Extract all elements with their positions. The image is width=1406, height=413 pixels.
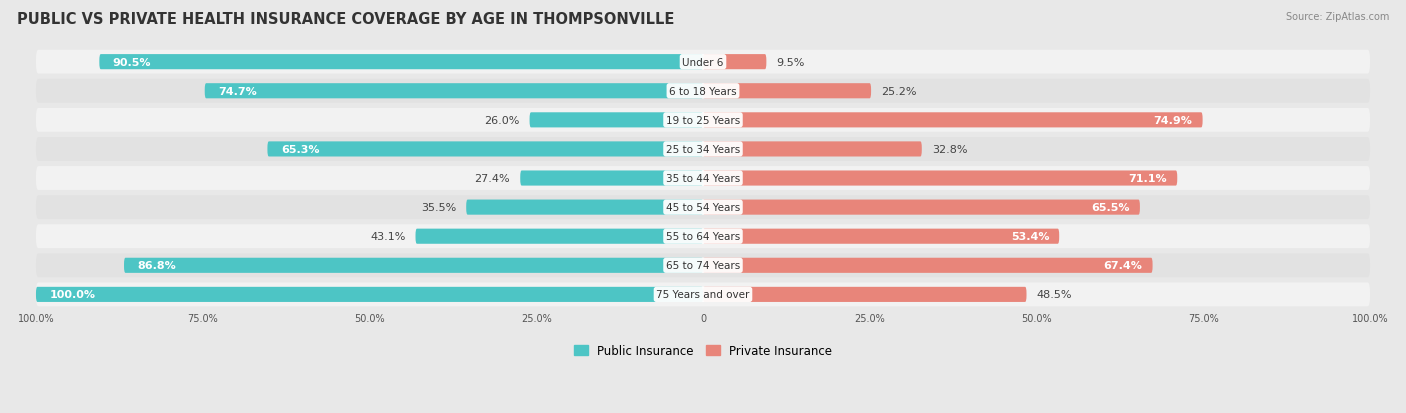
FancyBboxPatch shape — [100, 55, 703, 70]
Text: 67.4%: 67.4% — [1104, 261, 1143, 271]
Text: 74.9%: 74.9% — [1154, 116, 1192, 126]
FancyBboxPatch shape — [37, 138, 1369, 161]
Text: Source: ZipAtlas.com: Source: ZipAtlas.com — [1285, 12, 1389, 22]
Text: 25 to 34 Years: 25 to 34 Years — [666, 145, 740, 154]
Text: 26.0%: 26.0% — [484, 116, 520, 126]
Text: 71.1%: 71.1% — [1129, 173, 1167, 184]
FancyBboxPatch shape — [467, 200, 703, 215]
Text: 75 Years and over: 75 Years and over — [657, 290, 749, 300]
Text: 27.4%: 27.4% — [475, 173, 510, 184]
FancyBboxPatch shape — [267, 142, 703, 157]
FancyBboxPatch shape — [37, 109, 1369, 133]
FancyBboxPatch shape — [703, 200, 1140, 215]
Text: 65.3%: 65.3% — [281, 145, 319, 154]
Text: 65.5%: 65.5% — [1091, 203, 1130, 213]
FancyBboxPatch shape — [416, 229, 703, 244]
FancyBboxPatch shape — [703, 287, 1026, 302]
Text: 55 to 64 Years: 55 to 64 Years — [666, 232, 740, 242]
FancyBboxPatch shape — [37, 196, 1369, 220]
Text: 53.4%: 53.4% — [1011, 232, 1049, 242]
FancyBboxPatch shape — [37, 287, 703, 302]
FancyBboxPatch shape — [703, 171, 1177, 186]
Text: 48.5%: 48.5% — [1036, 290, 1071, 300]
FancyBboxPatch shape — [703, 258, 1153, 273]
Text: 35.5%: 35.5% — [420, 203, 456, 213]
Text: 65 to 74 Years: 65 to 74 Years — [666, 261, 740, 271]
Text: Under 6: Under 6 — [682, 57, 724, 67]
Text: 100.0%: 100.0% — [49, 290, 96, 300]
Text: 86.8%: 86.8% — [138, 261, 176, 271]
Text: 6 to 18 Years: 6 to 18 Years — [669, 87, 737, 97]
FancyBboxPatch shape — [37, 283, 1369, 306]
FancyBboxPatch shape — [703, 55, 766, 70]
FancyBboxPatch shape — [37, 254, 1369, 278]
Text: 35 to 44 Years: 35 to 44 Years — [666, 173, 740, 184]
Text: 25.2%: 25.2% — [882, 87, 917, 97]
Text: 74.7%: 74.7% — [218, 87, 257, 97]
FancyBboxPatch shape — [703, 113, 1202, 128]
FancyBboxPatch shape — [205, 84, 703, 99]
FancyBboxPatch shape — [703, 84, 872, 99]
Text: 32.8%: 32.8% — [932, 145, 967, 154]
Text: PUBLIC VS PRIVATE HEALTH INSURANCE COVERAGE BY AGE IN THOMPSONVILLE: PUBLIC VS PRIVATE HEALTH INSURANCE COVER… — [17, 12, 675, 27]
Legend: Public Insurance, Private Insurance: Public Insurance, Private Insurance — [571, 341, 835, 361]
Text: 90.5%: 90.5% — [112, 57, 152, 67]
Text: 9.5%: 9.5% — [776, 57, 804, 67]
FancyBboxPatch shape — [37, 51, 1369, 74]
FancyBboxPatch shape — [703, 142, 922, 157]
FancyBboxPatch shape — [530, 113, 703, 128]
FancyBboxPatch shape — [37, 167, 1369, 190]
FancyBboxPatch shape — [37, 80, 1369, 103]
Text: 43.1%: 43.1% — [370, 232, 405, 242]
FancyBboxPatch shape — [703, 229, 1059, 244]
Text: 19 to 25 Years: 19 to 25 Years — [666, 116, 740, 126]
FancyBboxPatch shape — [124, 258, 703, 273]
Text: 45 to 54 Years: 45 to 54 Years — [666, 203, 740, 213]
FancyBboxPatch shape — [37, 225, 1369, 249]
FancyBboxPatch shape — [520, 171, 703, 186]
